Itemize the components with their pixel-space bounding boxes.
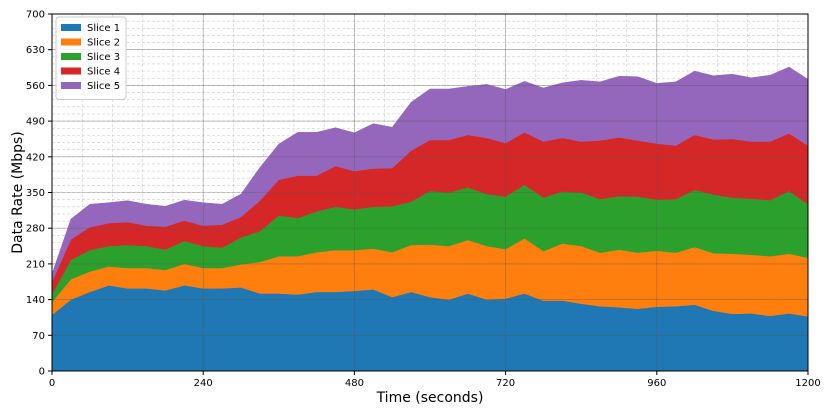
y-tick-label: 210 <box>26 259 45 270</box>
y-tick-label: 560 <box>26 81 45 92</box>
x-tick-label: 240 <box>194 378 213 389</box>
plot-areas <box>51 66 809 372</box>
y-tick-label: 280 <box>26 224 45 235</box>
legend-swatch <box>61 53 81 60</box>
y-tick-label: 70 <box>32 331 45 342</box>
legend-swatch <box>61 24 81 31</box>
legend-label: Slice 2 <box>87 38 120 49</box>
y-tick-label: 420 <box>26 152 45 163</box>
x-axis-label: Time (seconds) <box>376 390 484 406</box>
y-tick-label: 140 <box>26 295 45 306</box>
x-tick-label: 480 <box>345 378 364 389</box>
axis-ticks: 0 240 480 720 960 1200 0 70 140 210 280 350 420 490 56… <box>26 10 821 390</box>
y-tick-label: 700 <box>26 10 45 21</box>
legend-swatch <box>61 82 81 89</box>
x-tick-label: 0 <box>49 378 55 389</box>
legend-label: Slice 4 <box>87 67 120 78</box>
x-tick-label: 1200 <box>795 378 820 389</box>
legend-swatch <box>61 67 81 75</box>
x-tick-label: 720 <box>496 378 515 389</box>
legend-swatch <box>61 38 81 46</box>
legend-label: Slice 5 <box>87 81 120 92</box>
legend-box <box>55 16 127 100</box>
y-tick-label: 490 <box>26 117 45 128</box>
y-axis-label: Data Rate (Mbps) <box>10 131 26 254</box>
y-tick-label: 630 <box>26 45 45 56</box>
legend-label: Slice 3 <box>87 52 120 63</box>
y-tick-label: 350 <box>26 188 45 199</box>
legend-label: Slice 1 <box>87 23 120 34</box>
legend: Slice 1 Slice 2 Slice 3 Slice 4 Slice 5 <box>55 16 127 100</box>
y-tick-label: 0 <box>39 367 45 378</box>
x-tick-label: 960 <box>647 378 666 389</box>
